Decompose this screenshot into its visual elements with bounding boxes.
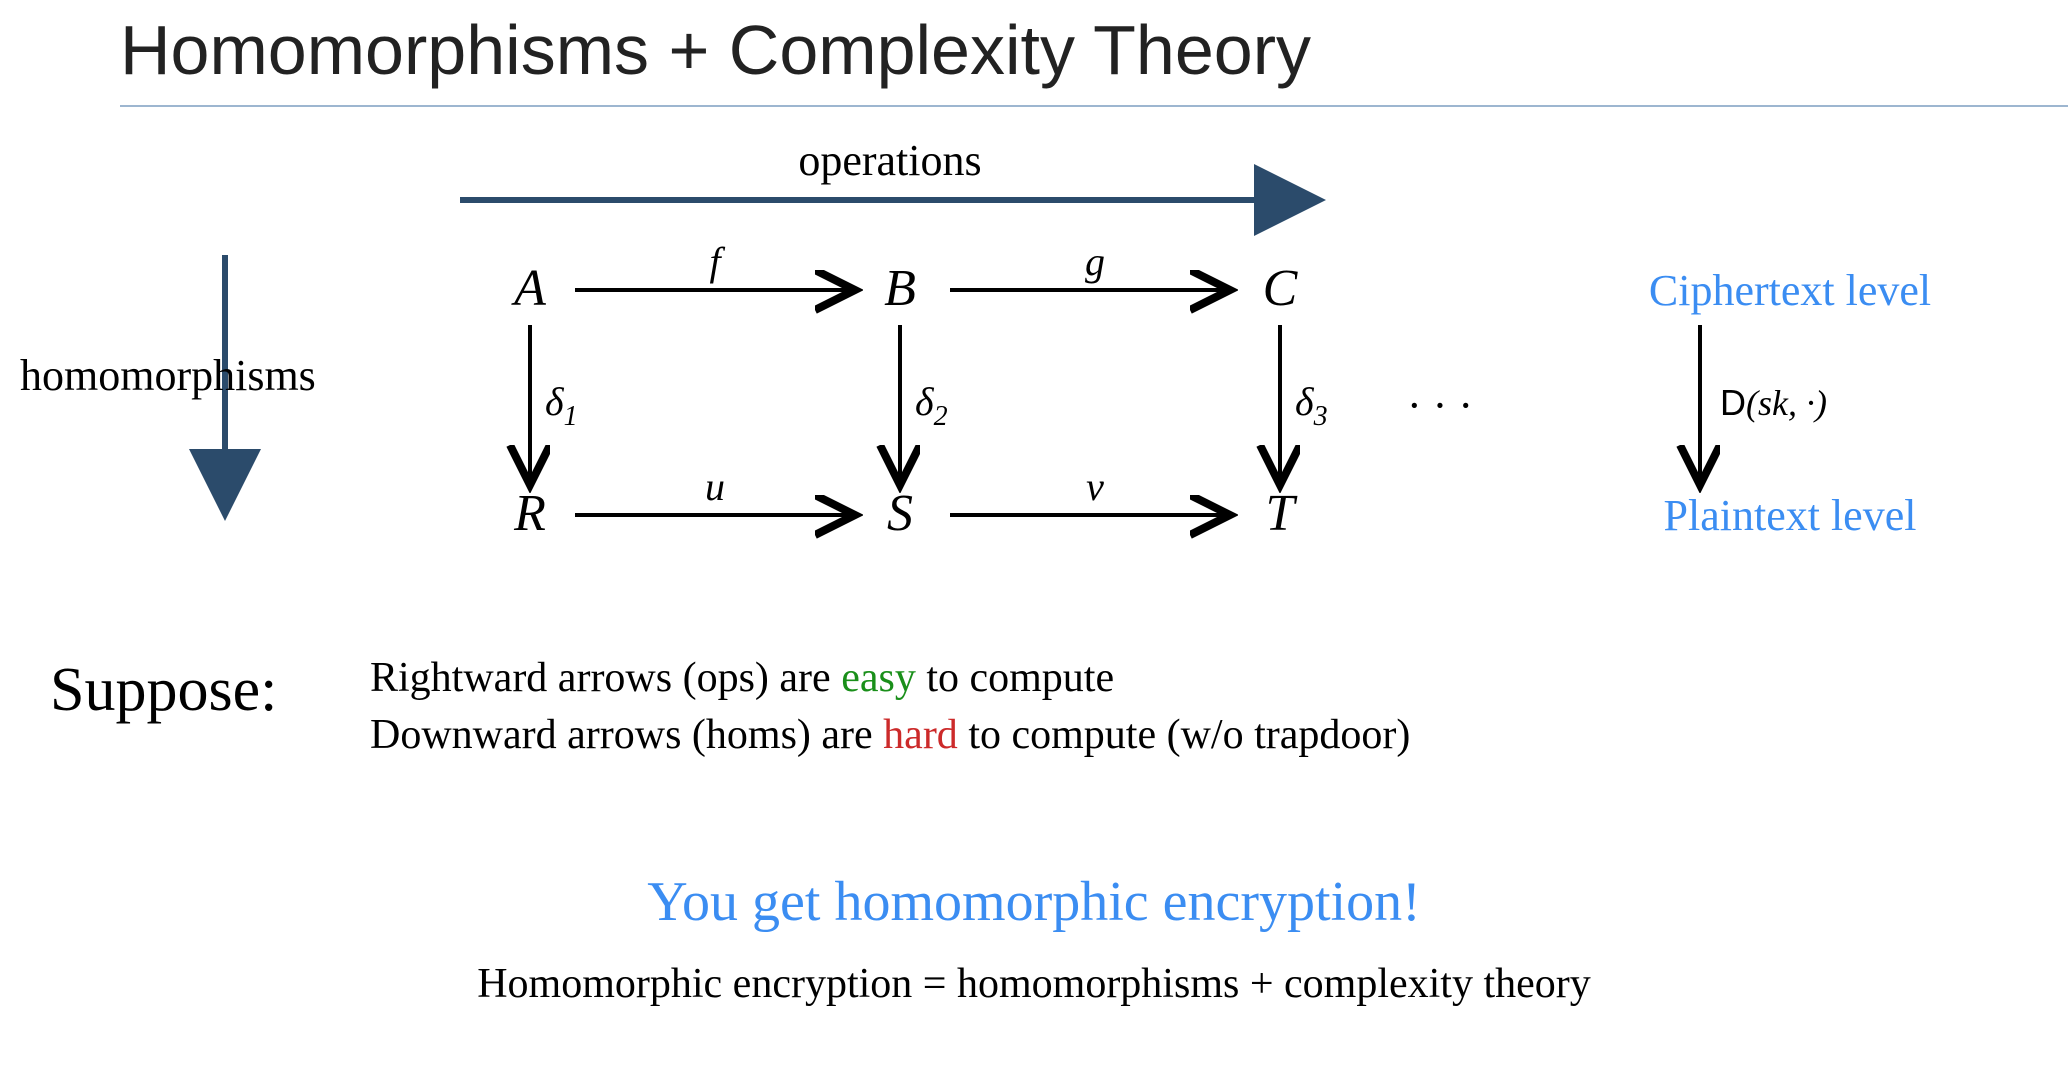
node-R: R — [513, 485, 546, 542]
page-title: Homomorphisms + Complexity Theory — [120, 10, 1311, 90]
suppose-body: Rightward arrows (ops) are easy to compu… — [370, 650, 1410, 763]
commutative-diagram: operations homomorphisms A B C R S T f g… — [0, 120, 2068, 580]
node-T: T — [1266, 485, 1298, 542]
node-C: C — [1263, 260, 1299, 317]
suppose-line-2: Downward arrows (homs) are hard to compu… — [370, 707, 1410, 764]
label-delta1: δ1 — [545, 379, 578, 432]
label-g: g — [1085, 239, 1105, 284]
homomorphisms-label: homomorphisms — [20, 351, 316, 400]
ciphertext-level-label: Ciphertext level — [1649, 266, 1931, 315]
label-f: f — [709, 239, 725, 284]
label-delta3: δ3 — [1295, 379, 1328, 432]
node-S: S — [887, 485, 913, 542]
label-u: u — [705, 464, 725, 509]
hard-word: hard — [883, 712, 958, 758]
label-delta2: δ2 — [915, 379, 948, 432]
operations-label: operations — [798, 136, 981, 185]
node-B: B — [884, 260, 916, 317]
suppose-line-1: Rightward arrows (ops) are easy to compu… — [370, 650, 1410, 707]
conclusion: You get homomorphic encryption! — [0, 870, 2068, 934]
ellipsis: · · · — [1407, 381, 1473, 430]
label-decrypt: D(sk, ·) — [1720, 382, 1827, 423]
suppose-prefix: Suppose: — [50, 655, 277, 726]
slide: Homomorphisms + Complexity Theory operat… — [0, 0, 2068, 1086]
equation: Homomorphic encryption = homomorphisms +… — [0, 960, 2068, 1008]
plaintext-level-label: Plaintext level — [1664, 491, 1917, 540]
node-A: A — [511, 260, 546, 317]
easy-word: easy — [841, 655, 916, 701]
label-v: v — [1086, 464, 1104, 509]
title-underline — [120, 105, 2068, 107]
